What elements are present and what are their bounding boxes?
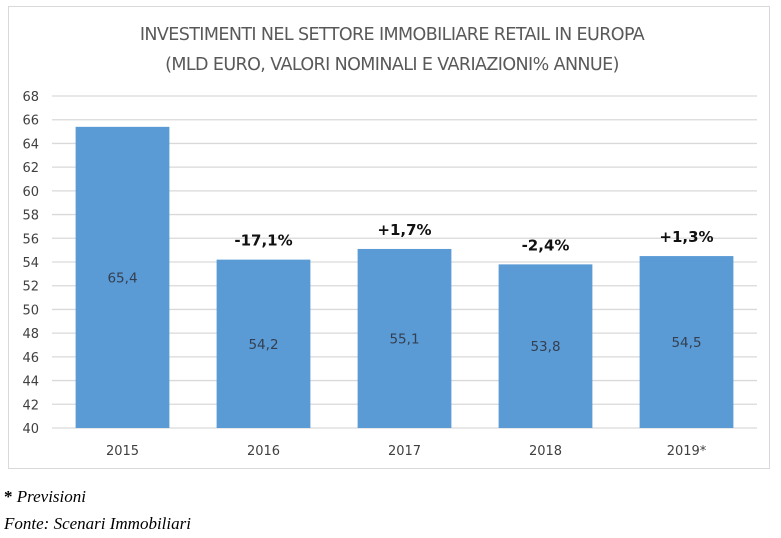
- bar: [639, 256, 734, 428]
- y-tick-label: 52: [22, 280, 39, 295]
- change-annotation: +1,7%: [377, 221, 431, 239]
- y-tick-label: 58: [22, 209, 39, 224]
- gridlines: [52, 95, 757, 429]
- bar-value-label: 65,4: [107, 270, 137, 286]
- bar-value-label: 53,8: [530, 339, 560, 355]
- y-tick-label: 54: [22, 256, 39, 271]
- y-tick-label: 48: [22, 327, 39, 342]
- x-tick-label: 2019*: [667, 444, 707, 459]
- footnote-forecast-text: Previsioni: [12, 487, 86, 506]
- x-tick-label: 2017: [388, 444, 421, 459]
- y-axis-ticks: 40 42 44 46 48 50 52 54 56 58 60 62 64 66 68: [22, 90, 39, 437]
- footnote-source: Fonte: Scenari Immobiliari: [4, 514, 191, 533]
- y-tick-label: 66: [22, 114, 39, 129]
- bar-chart: INVESTIMENTI NEL SETTORE IMMOBILIARE RET…: [22, 25, 757, 459]
- change-annotations: -17,1% +1,7% -2,4% +1,3%: [234, 221, 713, 254]
- y-tick-label: 44: [22, 375, 39, 390]
- bar: [357, 248, 452, 428]
- change-annotation: +1,3%: [659, 228, 713, 246]
- change-annotation: -17,1%: [234, 232, 292, 250]
- y-tick-label: 50: [22, 303, 39, 318]
- bar: [216, 259, 311, 428]
- x-tick-label: 2015: [106, 444, 139, 459]
- y-tick-label: 56: [22, 232, 39, 247]
- y-tick-label: 42: [22, 398, 39, 413]
- chart-title-line-1: INVESTIMENTI NEL SETTORE IMMOBILIARE RET…: [140, 25, 645, 45]
- change-annotation: -2,4%: [522, 236, 570, 254]
- bar: [498, 264, 593, 428]
- y-tick-label: 64: [22, 137, 39, 152]
- bar-value-label: 55,1: [389, 331, 419, 347]
- y-tick-label: 68: [22, 90, 39, 105]
- value-labels: 65,4 54,2 55,1 53,8 54,5: [107, 270, 701, 355]
- y-tick-label: 60: [22, 185, 39, 200]
- bar: [75, 126, 170, 428]
- bar-value-label: 54,5: [671, 335, 701, 351]
- bars: [75, 126, 734, 428]
- x-axis-ticks: 2015 2016 2017 2018 2019*: [106, 444, 707, 459]
- y-tick-label: 40: [22, 422, 39, 437]
- x-tick-label: 2016: [247, 444, 280, 459]
- x-tick-label: 2018: [529, 444, 562, 459]
- footnote-forecast: * Previsioni: [4, 487, 86, 507]
- asterisk: *: [4, 487, 13, 506]
- y-tick-label: 46: [22, 351, 39, 366]
- y-tick-label: 62: [22, 161, 39, 176]
- bar-value-label: 54,2: [248, 337, 278, 353]
- chart-title-line-2: (MLD EURO, VALORI NOMINALI E VARIAZIONI%…: [165, 55, 619, 75]
